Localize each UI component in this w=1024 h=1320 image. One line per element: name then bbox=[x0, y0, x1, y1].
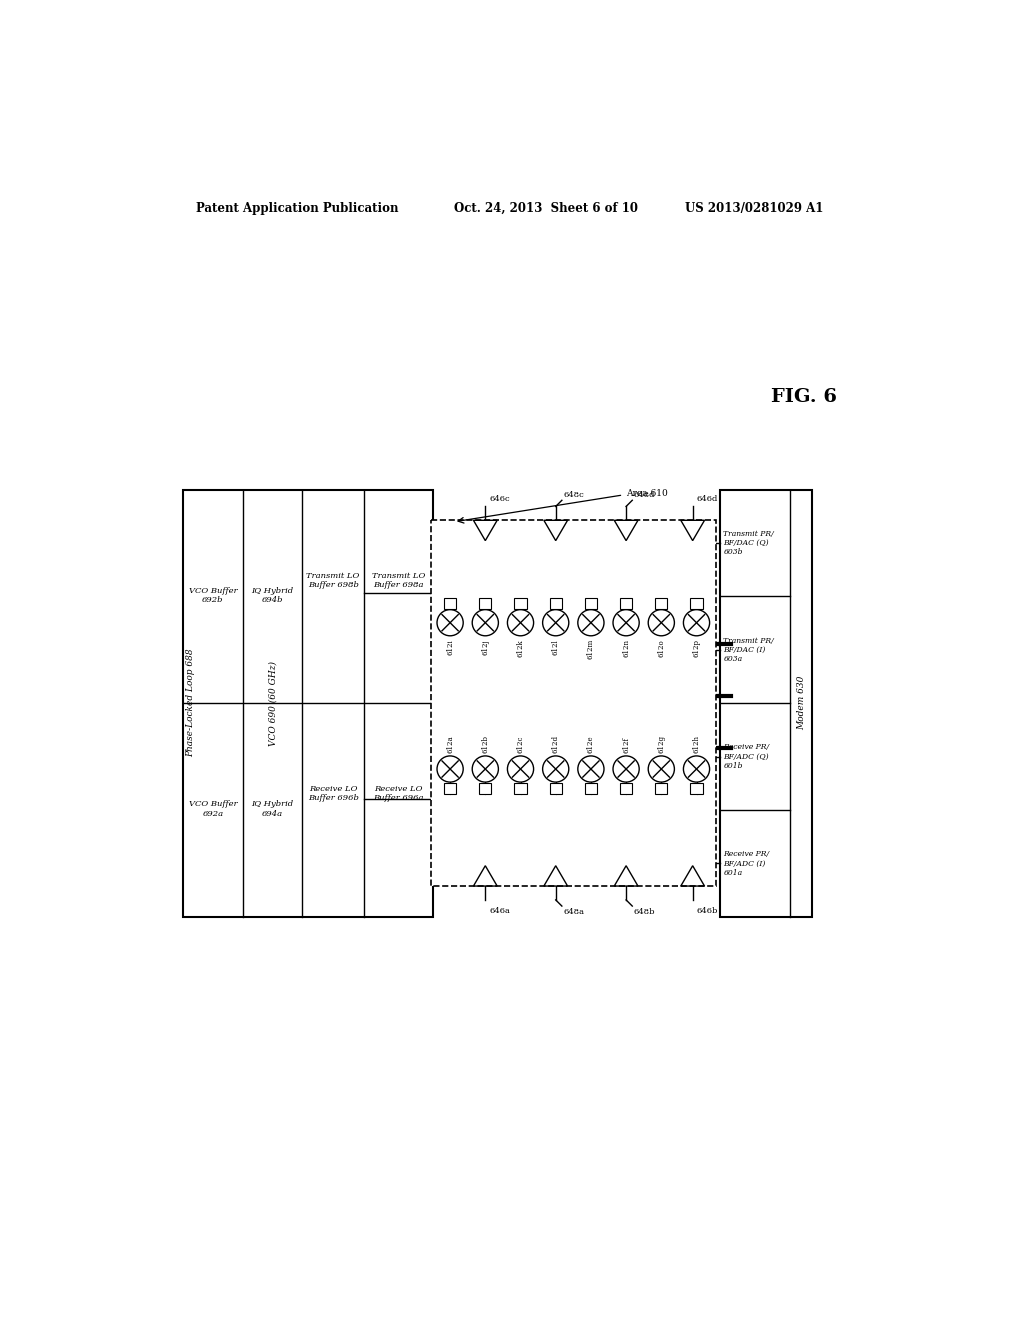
Circle shape bbox=[578, 610, 604, 636]
Circle shape bbox=[683, 756, 710, 781]
Text: 612g: 612g bbox=[657, 735, 666, 752]
Bar bbox=[585, 783, 597, 793]
Circle shape bbox=[508, 756, 534, 781]
Text: Receive LO
Buffer 696a: Receive LO Buffer 696a bbox=[374, 785, 424, 803]
Bar bbox=[690, 598, 702, 609]
Text: 646a: 646a bbox=[489, 907, 510, 915]
Text: Receive LO
Buffer 696b: Receive LO Buffer 696b bbox=[307, 785, 358, 803]
Circle shape bbox=[543, 610, 568, 636]
Bar bbox=[585, 598, 597, 609]
Circle shape bbox=[613, 756, 639, 781]
Bar bbox=[550, 598, 562, 609]
Bar bbox=[183, 490, 433, 917]
Text: Transmit LO
Buffer 698b: Transmit LO Buffer 698b bbox=[306, 572, 359, 589]
Text: Modem 630: Modem 630 bbox=[797, 676, 806, 730]
Circle shape bbox=[648, 610, 675, 636]
Text: IQ Hybrid
694a: IQ Hybrid 694a bbox=[252, 800, 294, 817]
Bar bbox=[514, 598, 526, 609]
Text: 612k: 612k bbox=[516, 639, 524, 656]
Text: Oct. 24, 2013  Sheet 6 of 10: Oct. 24, 2013 Sheet 6 of 10 bbox=[454, 202, 638, 215]
Text: Phase-Locked Loop 688: Phase-Locked Loop 688 bbox=[186, 649, 196, 758]
Bar bbox=[620, 598, 632, 609]
Bar bbox=[550, 783, 562, 793]
Circle shape bbox=[543, 756, 568, 781]
Text: IQ Hybrid
694b: IQ Hybrid 694b bbox=[252, 587, 294, 605]
Circle shape bbox=[508, 610, 534, 636]
Bar bbox=[655, 598, 668, 609]
Circle shape bbox=[472, 610, 499, 636]
Text: 612l: 612l bbox=[552, 639, 560, 655]
Text: 612e: 612e bbox=[587, 735, 595, 752]
Circle shape bbox=[437, 756, 463, 781]
Bar bbox=[690, 783, 702, 793]
Text: 648c: 648c bbox=[563, 491, 584, 499]
Bar bbox=[444, 598, 457, 609]
Text: 646d: 646d bbox=[696, 495, 718, 503]
Bar bbox=[431, 520, 716, 886]
Circle shape bbox=[683, 610, 710, 636]
Text: 648b: 648b bbox=[634, 908, 655, 916]
Text: 646c: 646c bbox=[489, 495, 510, 503]
Circle shape bbox=[472, 756, 499, 781]
Text: VCO 690 (60 GHz): VCO 690 (60 GHz) bbox=[268, 661, 278, 746]
Text: 648d: 648d bbox=[634, 491, 655, 499]
Text: Receive PR/
BF/ADC (Q)
601b: Receive PR/ BF/ADC (Q) 601b bbox=[724, 743, 770, 770]
Bar bbox=[620, 783, 632, 793]
Circle shape bbox=[613, 610, 639, 636]
Text: 612m: 612m bbox=[587, 639, 595, 659]
Text: 648a: 648a bbox=[563, 908, 585, 916]
Text: Transmit LO
Buffer 698a: Transmit LO Buffer 698a bbox=[372, 572, 425, 589]
Bar bbox=[514, 783, 526, 793]
Text: Transmit PR/
BF/DAC (I)
603a: Transmit PR/ BF/DAC (I) 603a bbox=[724, 636, 774, 663]
Bar bbox=[479, 783, 492, 793]
Text: US 2013/0281029 A1: US 2013/0281029 A1 bbox=[685, 202, 823, 215]
Text: 646b: 646b bbox=[696, 907, 718, 915]
Text: VCO Buffer
692b: VCO Buffer 692b bbox=[188, 587, 238, 605]
Text: 612n: 612n bbox=[623, 639, 630, 657]
Text: Patent Application Publication: Patent Application Publication bbox=[196, 202, 398, 215]
Text: Transmit PR/
BF/DAC (Q)
603b: Transmit PR/ BF/DAC (Q) 603b bbox=[724, 529, 774, 556]
Text: 612c: 612c bbox=[516, 735, 524, 752]
Bar bbox=[720, 490, 812, 917]
Circle shape bbox=[578, 756, 604, 781]
Text: 612b: 612b bbox=[481, 735, 489, 752]
Text: VCO Buffer
692a: VCO Buffer 692a bbox=[188, 800, 238, 817]
Bar bbox=[479, 598, 492, 609]
Text: 612d: 612d bbox=[552, 735, 560, 752]
Circle shape bbox=[437, 610, 463, 636]
Text: FIG. 6: FIG. 6 bbox=[771, 388, 838, 407]
Bar bbox=[444, 783, 457, 793]
Text: 612f: 612f bbox=[623, 737, 630, 752]
Text: 612i: 612i bbox=[446, 639, 454, 655]
Circle shape bbox=[648, 756, 675, 781]
Text: Area 610: Area 610 bbox=[626, 488, 668, 498]
Text: Receive PR/
BF/ADC (I)
601a: Receive PR/ BF/ADC (I) 601a bbox=[724, 850, 770, 876]
Text: 612j: 612j bbox=[481, 639, 489, 655]
Text: 612h: 612h bbox=[692, 735, 700, 752]
Text: 612p: 612p bbox=[692, 639, 700, 657]
Bar bbox=[655, 783, 668, 793]
Text: 612o: 612o bbox=[657, 639, 666, 656]
Text: 612a: 612a bbox=[446, 735, 454, 752]
